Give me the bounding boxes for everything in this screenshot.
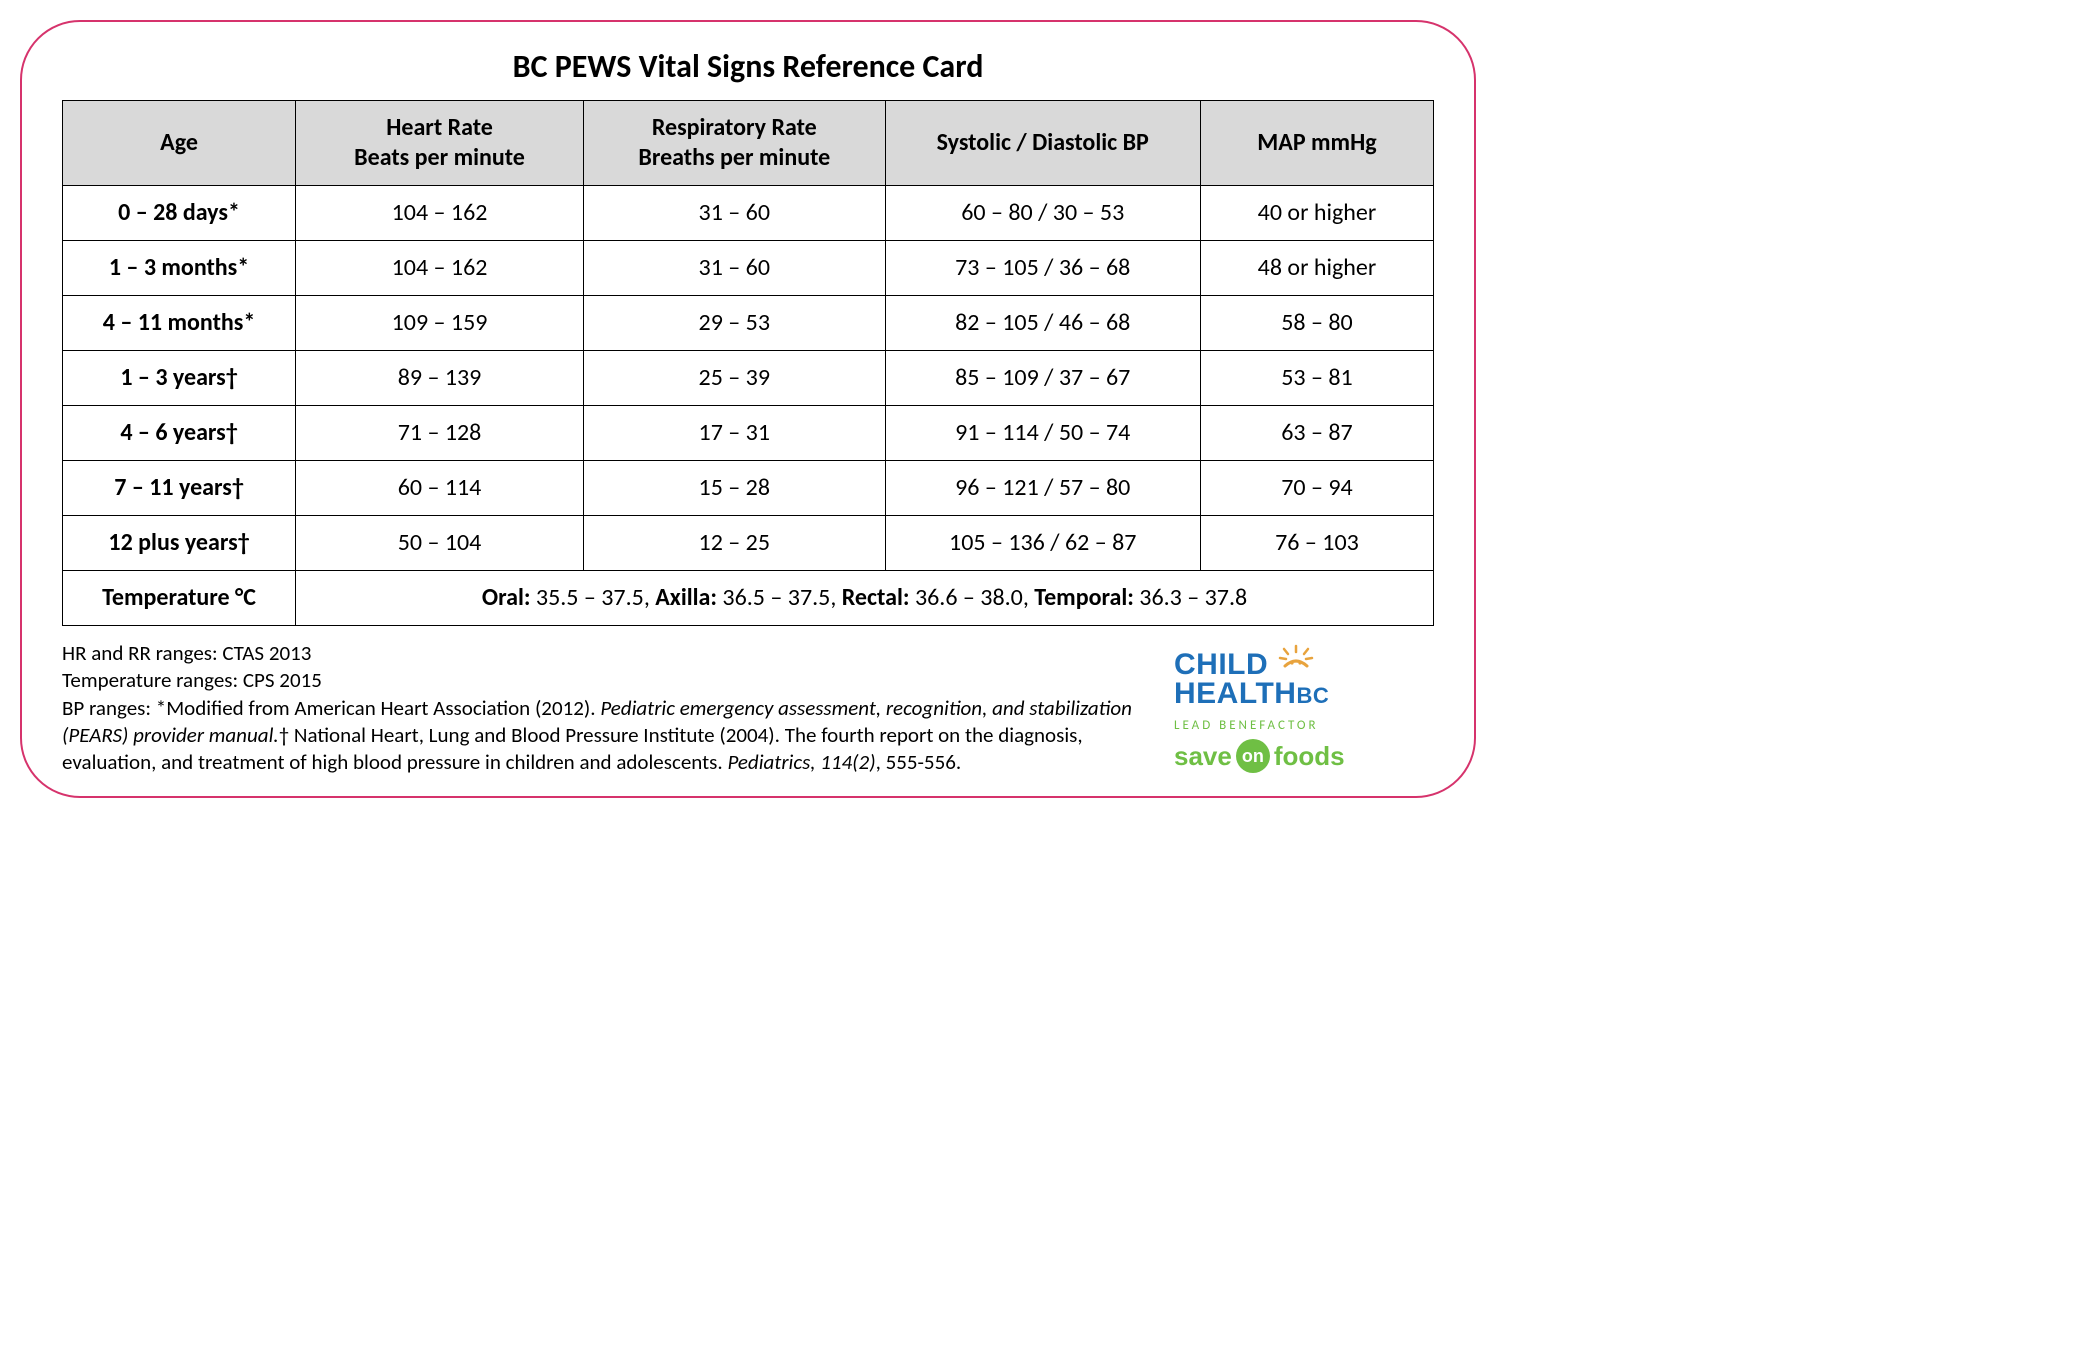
table-row: 1 – 3 months* 104 – 162 31 – 60 73 – 105… [63,241,1434,296]
cell-bp: 105 – 136 / 62 – 87 [885,516,1200,571]
saveon-on-badge: on [1236,739,1270,773]
cell-bp: 91 – 114 / 50 – 74 [885,406,1200,461]
cell-rr: 15 – 28 [583,461,885,516]
logo-block: CHILD [1174,640,1434,773]
footer: HR and RR ranges: CTAS 2013 Temperature … [62,640,1434,776]
saveon-foods: foods [1274,741,1345,772]
cell-rr: 31 – 60 [583,241,885,296]
note-bp: BP ranges: *Modified from American Heart… [62,695,1154,777]
cell-map: 58 – 80 [1200,296,1433,351]
cell-rr: 12 – 25 [583,516,885,571]
logo-health: HEALTH [1174,677,1296,710]
cell-rr: 31 – 60 [583,186,885,241]
logo-text: CHILD [1174,644,1329,708]
note-bp-a: BP ranges: *Modified from American Heart… [62,695,600,721]
cell-hr: 50 – 104 [296,516,584,571]
col-header-rr: Respiratory Rate Breaths per minute [583,101,885,186]
cell-map: 76 – 103 [1200,516,1433,571]
temp-oral: 35.5 – 37.5, [536,583,650,612]
cell-rr: 25 – 39 [583,351,885,406]
cell-hr: 104 – 162 [296,186,584,241]
temp-rectal: 36.6 – 38.0, [915,583,1029,612]
note-bp-e: , 555-556. [876,749,962,775]
col-header-map: MAP mmHg [1200,101,1433,186]
cell-age: 1 – 3 years† [63,351,296,406]
temperature-values: Oral: 35.5 – 37.5, Axilla: 36.5 – 37.5, … [296,571,1434,626]
hr-header-line1: Heart Rate [386,113,493,142]
cell-hr: 109 – 159 [296,296,584,351]
vital-signs-table: Age Heart Rate Beats per minute Respirat… [62,100,1434,626]
note-temp: Temperature ranges: CPS 2015 [62,667,1154,694]
cell-age: 1 – 3 months* [63,241,296,296]
save-on-foods-logo: save on foods [1174,739,1345,773]
col-header-bp: Systolic / Diastolic BP [885,101,1200,186]
table-header-row: Age Heart Rate Beats per minute Respirat… [63,101,1434,186]
cell-map: 63 – 87 [1200,406,1433,461]
table-row: 12 plus years† 50 – 104 12 – 25 105 – 13… [63,516,1434,571]
cell-bp: 82 – 105 / 46 – 68 [885,296,1200,351]
rr-header-line1: Respiratory Rate [652,113,817,142]
cell-bp: 73 – 105 / 36 – 68 [885,241,1200,296]
cell-map: 53 – 81 [1200,351,1433,406]
hr-header-line2: Beats per minute [354,143,525,172]
cell-age: 12 plus years† [63,516,296,571]
cell-rr: 17 – 31 [583,406,885,461]
rr-header-line2: Breaths per minute [638,143,830,172]
temp-oral-label: Oral: [482,583,531,612]
note-hr-rr: HR and RR ranges: CTAS 2013 [62,640,1154,667]
cell-bp: 85 – 109 / 37 – 67 [885,351,1200,406]
note-bp-d: Pediatrics, 114(2) [727,749,875,775]
table-row: 1 – 3 years† 89 – 139 25 – 39 85 – 109 /… [63,351,1434,406]
table-row: 4 – 11 months* 109 – 159 29 – 53 82 – 10… [63,296,1434,351]
logo-bc: BC [1296,683,1329,708]
cell-bp: 60 – 80 / 30 – 53 [885,186,1200,241]
cell-map: 48 or higher [1200,241,1433,296]
cell-age: 7 – 11 years† [63,461,296,516]
cell-hr: 60 – 114 [296,461,584,516]
cell-map: 40 or higher [1200,186,1433,241]
cell-bp: 96 – 121 / 57 – 80 [885,461,1200,516]
saveon-save: save [1174,741,1232,772]
col-header-age: Age [63,101,296,186]
temperature-row: Temperature °C Oral: 35.5 – 37.5, Axilla… [63,571,1434,626]
temp-axilla: 36.5 – 37.5, [722,583,836,612]
temp-axilla-label: Axilla: [655,583,717,612]
cell-hr: 71 – 128 [296,406,584,461]
reference-card: BC PEWS Vital Signs Reference Card Age H… [20,20,1476,798]
child-health-bc-logo: CHILD [1174,644,1329,708]
cell-age: 0 – 28 days* [63,186,296,241]
table-row: 0 – 28 days* 104 – 162 31 – 60 60 – 80 /… [63,186,1434,241]
sun-icon [1277,644,1315,680]
col-header-hr: Heart Rate Beats per minute [296,101,584,186]
card-title: BC PEWS Vital Signs Reference Card [62,47,1434,86]
cell-hr: 89 – 139 [296,351,584,406]
cell-map: 70 – 94 [1200,461,1433,516]
temp-rectal-label: Rectal: [842,583,910,612]
lead-benefactor-text: LEAD BENEFACTOR [1174,718,1319,733]
temperature-label: Temperature °C [63,571,296,626]
cell-age: 4 – 11 months* [63,296,296,351]
table-row: 4 – 6 years† 71 – 128 17 – 31 91 – 114 /… [63,406,1434,461]
temp-temporal: 36.3 – 37.8 [1139,583,1247,612]
temp-temporal-label: Temporal: [1034,583,1134,612]
table-row: 7 – 11 years† 60 – 114 15 – 28 96 – 121 … [63,461,1434,516]
cell-rr: 29 – 53 [583,296,885,351]
table-body: 0 – 28 days* 104 – 162 31 – 60 60 – 80 /… [63,186,1434,626]
reference-notes: HR and RR ranges: CTAS 2013 Temperature … [62,640,1154,776]
cell-age: 4 – 6 years† [63,406,296,461]
cell-hr: 104 – 162 [296,241,584,296]
